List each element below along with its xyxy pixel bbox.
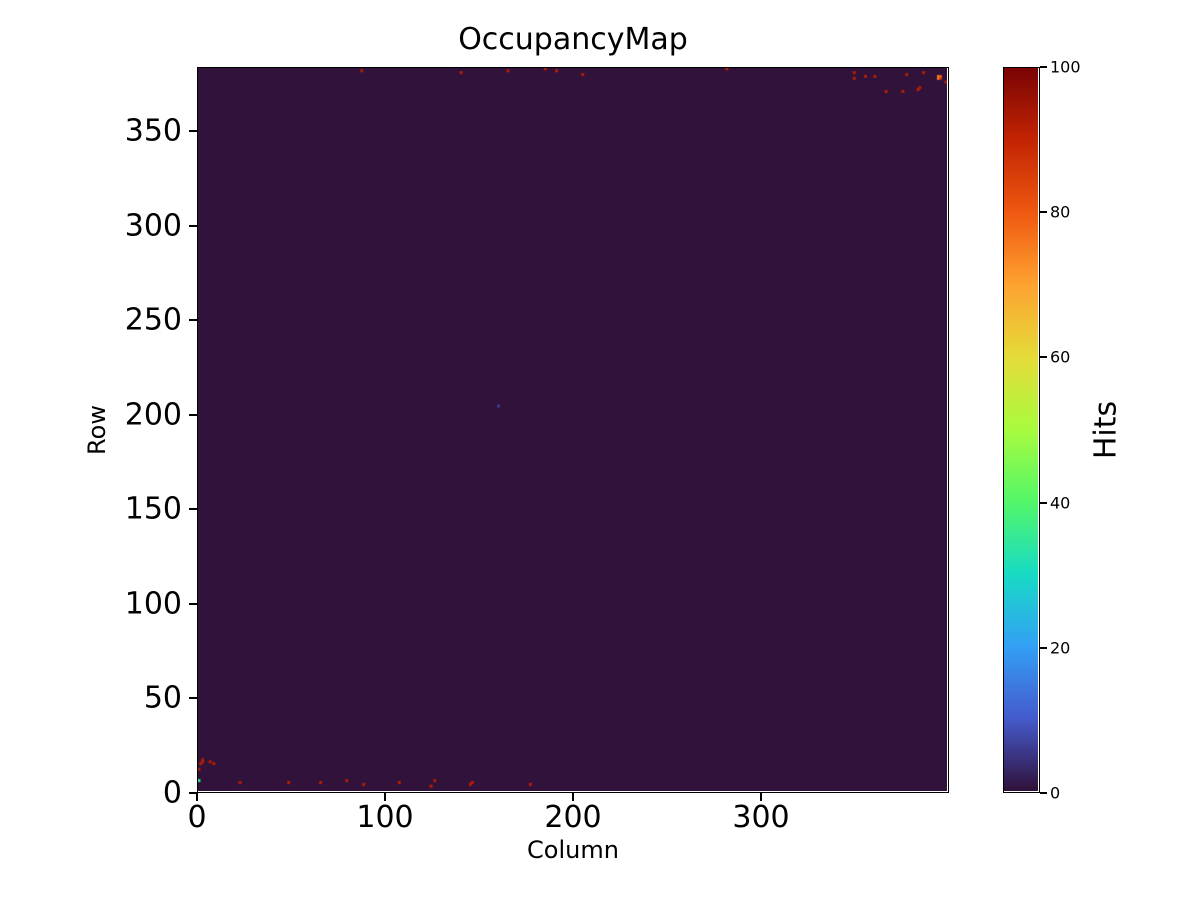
y-tick-mark	[189, 602, 197, 605]
x-tick-mark	[384, 793, 386, 801]
colorbar-tick-label: 60	[1050, 347, 1071, 367]
plot-title: OccupancyMap	[458, 22, 688, 57]
heatmap-canvas	[198, 68, 947, 791]
colorbar-tick-label: 0	[1050, 783, 1061, 803]
y-tick-mark	[189, 508, 197, 511]
y-tick-mark	[189, 224, 197, 227]
x-tick-label: 100	[356, 800, 414, 835]
x-tick-label: 0	[187, 800, 207, 835]
y-tick-label: 50	[143, 680, 182, 716]
colorbar-tick-label: 100	[1050, 57, 1081, 77]
y-tick-mark	[189, 413, 197, 416]
x-tick-mark	[572, 793, 574, 801]
y-tick-mark	[189, 792, 197, 794]
colorbar-canvas	[1004, 68, 1038, 791]
y-tick-mark	[189, 130, 197, 133]
x-tick-mark	[196, 793, 198, 801]
x-axis-label: Column	[527, 836, 619, 864]
colorbar-tick-label: 20	[1050, 638, 1071, 658]
colorbar-tick-mark	[1040, 501, 1047, 504]
y-tick-label: 300	[124, 208, 182, 244]
y-tick-mark	[189, 697, 197, 700]
y-tick-label: 350	[124, 113, 182, 149]
colorbar-tick-mark	[1040, 646, 1047, 649]
x-tick-label: 300	[732, 800, 790, 835]
colorbar-tick-label: 40	[1050, 493, 1071, 513]
y-axis-label: Row	[83, 405, 111, 455]
y-tick-label: 250	[124, 302, 182, 338]
y-tick-mark	[189, 319, 197, 322]
x-tick-mark	[760, 793, 762, 801]
colorbar-tick-mark	[1040, 66, 1047, 68]
colorbar-label: Hits	[1088, 400, 1124, 460]
y-tick-label: 0	[162, 775, 182, 811]
colorbar-tick-label: 80	[1050, 202, 1071, 222]
y-tick-label: 150	[124, 491, 182, 527]
colorbar	[1003, 67, 1040, 793]
colorbar-tick-mark	[1040, 792, 1047, 794]
colorbar-tick-mark	[1040, 211, 1047, 214]
colorbar-tick-mark	[1040, 356, 1047, 359]
heatmap-plot-area	[197, 67, 949, 793]
x-tick-label: 200	[544, 800, 602, 835]
y-tick-label: 100	[124, 586, 182, 622]
y-tick-label: 200	[124, 397, 182, 433]
